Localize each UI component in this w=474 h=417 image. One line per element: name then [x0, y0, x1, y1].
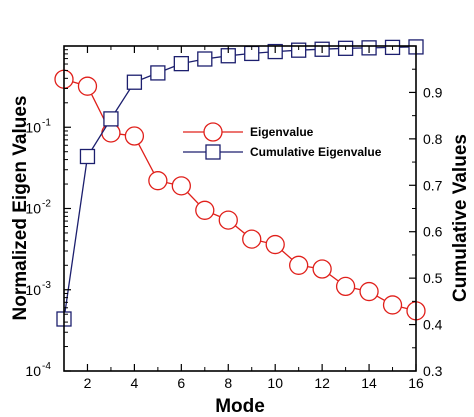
y-right-tick-label: 0.7 [423, 177, 443, 193]
legend-entry-cumulative: Cumulative Eigenvalue [183, 144, 382, 160]
point-cumulative [103, 111, 119, 127]
x-tick-label: 4 [131, 375, 139, 391]
point-eigenvalue [382, 295, 403, 315]
y-right-tick-label: 0.5 [423, 270, 443, 286]
x-tick-label: 2 [84, 375, 92, 391]
point-eigenvalue [148, 171, 168, 191]
y-left-tick-exponent: -2 [42, 199, 51, 210]
legend-entry-eigenvalue: Eigenvalue [183, 122, 314, 142]
point-eigenvalue [124, 126, 145, 146]
plot-frame [63, 45, 417, 372]
y-right-tick-label: 0.8 [423, 131, 443, 147]
x-tick-label: 6 [177, 375, 185, 391]
y-right-axis-title: Cumulative Values [450, 134, 471, 302]
y-right-tick-label: 0.4 [423, 317, 443, 333]
x-tick-label: 14 [361, 375, 377, 391]
y-right-axis-ticks: 0.9 0.8 0.7 0.6 0.5 0.4 0.3 [409, 68, 443, 379]
x-tick-label: 8 [224, 375, 232, 391]
plot-content [54, 39, 426, 327]
y-left-tick-label: 10 [25, 201, 41, 217]
point-eigenvalue [359, 281, 379, 302]
legend-marker-cumulative [205, 144, 221, 160]
point-eigenvalue [101, 123, 121, 143]
series-line-cumulative [63, 46, 417, 320]
legend: Eigenvalue Cumulative Eigenvalue [183, 122, 382, 160]
point-cumulative [79, 148, 96, 165]
y-right-tick-label: 0.3 [423, 363, 443, 379]
legend-label-eigenvalue: Eigenvalue [250, 125, 314, 139]
y-right-tick-label: 0.6 [423, 224, 443, 240]
point-eigenvalue [312, 259, 332, 279]
legend-label-cumulative: Cumulative Eigenvalue [250, 145, 382, 159]
y-left-tick-exponent: -3 [42, 280, 51, 291]
series-line-eigenvalue [63, 78, 417, 312]
point-cumulative [150, 65, 166, 81]
point-eigenvalue [242, 229, 262, 249]
y-left-tick-exponent: -4 [42, 361, 51, 372]
point-eigenvalue [335, 276, 356, 297]
x-axis-ticks: 2 4 6 8 10 12 14 16 [63, 46, 424, 391]
x-tick-label: 10 [267, 375, 283, 391]
y-left-axis-title: Normalized Eigen Values [10, 96, 31, 321]
point-eigenvalue [218, 210, 238, 230]
y-right-tick-label: 0.9 [423, 84, 443, 100]
y-left-axis-ticks: 10-110-210-310-4 [25, 49, 71, 379]
point-eigenvalue [77, 76, 98, 96]
y-left-tick-label: 10 [25, 119, 41, 135]
point-eigenvalue [265, 234, 285, 255]
x-tick-label: 16 [408, 375, 424, 391]
y-left-tick-exponent: -1 [42, 117, 51, 128]
point-cumulative [173, 55, 189, 72]
y-left-tick-label: 10 [25, 363, 41, 379]
x-tick-label: 12 [314, 375, 330, 391]
x-axis-title: Mode [215, 396, 265, 417]
legend-marker-eigenvalue [203, 122, 223, 142]
point-eigenvalue [195, 200, 215, 220]
point-cumulative [197, 51, 213, 67]
y-left-tick-label: 10 [25, 282, 41, 298]
point-cumulative [126, 74, 143, 90]
point-eigenvalue [289, 255, 309, 275]
point-eigenvalue [171, 176, 191, 196]
